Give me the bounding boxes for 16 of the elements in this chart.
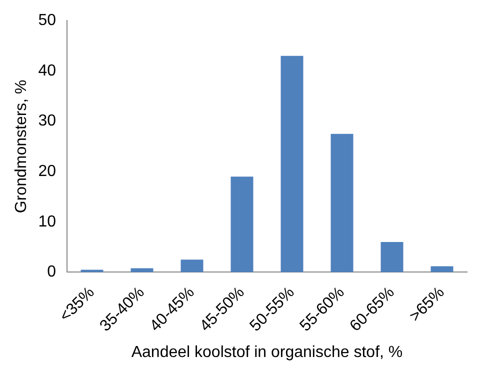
bar — [230, 176, 254, 272]
y-tick-label: 40 — [38, 62, 56, 80]
bar — [80, 270, 104, 272]
bar — [130, 268, 154, 272]
bar — [330, 134, 354, 272]
y-tick-label: 0 — [47, 264, 56, 281]
x-axis-title: Aandeel koolstof in organische stof, % — [131, 344, 403, 361]
y-axis-title: Grondmonsters, % — [13, 80, 30, 214]
bar — [380, 242, 404, 272]
y-tick-label: 10 — [38, 213, 56, 230]
y-tick-label: 20 — [38, 162, 56, 180]
bar — [280, 56, 304, 272]
bar — [180, 260, 204, 272]
bar — [430, 266, 454, 272]
y-tick-label: 50 — [38, 12, 56, 30]
y-tick-label: 30 — [38, 112, 56, 130]
